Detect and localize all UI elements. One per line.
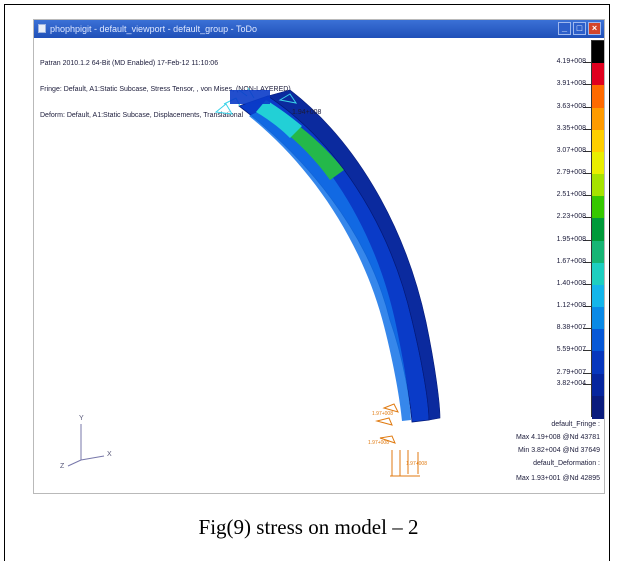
color-scale-segment [592,41,604,64]
header-line-3: Deform: Default, A1:Static Subcase, Disp… [40,112,244,119]
deform-legend-max: Max 1.93+001 @Nd 42895 [516,475,600,482]
color-scale-segment [592,307,604,331]
header-line-1: Patran 2010.1.2 64-Bit (MD Enabled) 17-F… [40,60,219,67]
axis-z-label: Z [60,463,65,470]
color-scale-tick [583,107,591,108]
deform-legend-title: default_Deformation : [533,460,600,467]
color-scale-tick [583,306,591,307]
color-scale-segment [592,284,604,308]
svg-text:1.97+008: 1.97+008 [406,461,427,467]
fringe-legend-title: default_Fringe : [551,421,600,428]
color-scale-tick-label: 1.95+008 [556,236,586,243]
axis-triad [67,424,105,467]
color-scale-bar [591,40,604,419]
color-scale-segment [592,262,604,286]
figure-frame [4,4,610,561]
close-button[interactable]: × [588,22,601,35]
color-scale-segment [592,329,604,353]
svg-text:1.94+008: 1.94+008 [292,109,321,116]
color-scale-tick [583,328,591,329]
color-scale-tick [583,173,591,174]
color-scale-segment [592,395,604,419]
window-controls: _ □ × [558,22,601,36]
color-scale-tick-label: 2.79+008 [556,169,586,176]
color-scale-tick-label: 1.67+008 [556,258,586,265]
color-scale-tick [583,195,591,196]
color-scale-tick [583,129,591,130]
color-scale-tick [583,217,591,218]
svg-text:1.97+008: 1.97+008 [372,411,393,417]
bottom-load-markers [375,403,420,477]
color-scale-tick-label: 1.12+008 [556,302,586,309]
color-scale-tick-label: 2.23+008 [556,213,586,220]
color-scale-segment [592,218,604,242]
app-icon [38,24,46,33]
color-scale-tick-label: 5.59+007 [556,346,586,353]
axis-x-label: X [107,451,112,458]
color-scale-tick [583,373,591,374]
color-scale-tick [583,84,591,85]
color-scale-segment [592,196,604,220]
color-scale-tick [583,350,591,351]
color-scale-segment [592,373,604,397]
color-scale-tick [583,151,591,152]
header-line-2: Fringe: Default, A1:Static Subcase, Stre… [40,86,291,93]
color-scale-tick-label: 1.40+008 [556,280,586,287]
color-scale-tick-label: 3.07+008 [556,147,586,154]
color-scale-tick [583,240,591,241]
stress-hotspot-cyan [256,100,302,138]
color-scale-tick [583,262,591,263]
maximize-button[interactable]: □ [573,22,586,35]
color-scale-tick [583,62,591,63]
color-scale-segment [592,151,604,175]
color-scale-segment [592,63,604,87]
color-scale-tick [583,284,591,285]
color-scale-tick-label: 4.19+008 [556,58,586,65]
fringe-legend-max: Max 4.19+008 @Nd 43781 [516,434,600,441]
color-scale-tick-label: 2.79+007 [556,369,586,376]
color-scale-tick-label: 3.82+004 [556,380,586,387]
color-scale-segment [592,85,604,109]
window-titlebar[interactable]: phophpigit - default_viewport - default_… [34,20,604,38]
color-scale-segment [592,129,604,153]
figure-caption: Fig(9) stress on model – 2 [198,515,419,539]
color-scale-tick-label: 2.51+008 [556,191,586,198]
svg-text:1.97+008: 1.97+008 [368,440,389,446]
color-scale-tick-label: 3.91+008 [556,80,586,87]
patran-viewport-window: phophpigit - default_viewport - default_… [33,19,605,494]
color-scale-segment [592,107,604,131]
color-scale-segment [592,240,604,264]
color-scale-tick-label: 3.35+008 [556,125,586,132]
minimize-button[interactable]: _ [558,22,571,35]
color-scale-segment [592,351,604,375]
window-title: phophpigit - default_viewport - default_… [50,24,257,34]
color-scale-tick-label: 3.63+008 [556,103,586,110]
fringe-legend-min: Min 3.82+004 @Nd 37649 [517,447,600,454]
beam-side-face [267,89,441,421]
color-scale-tick-label: 8.38+007 [556,324,586,331]
axis-y-label: Y [79,415,84,422]
model-plot: 1.94+008 1.97+008 1.97+008 1.97+008 [67,87,441,477]
color-scale-segment [592,174,604,198]
color-scale-tick [583,384,591,385]
